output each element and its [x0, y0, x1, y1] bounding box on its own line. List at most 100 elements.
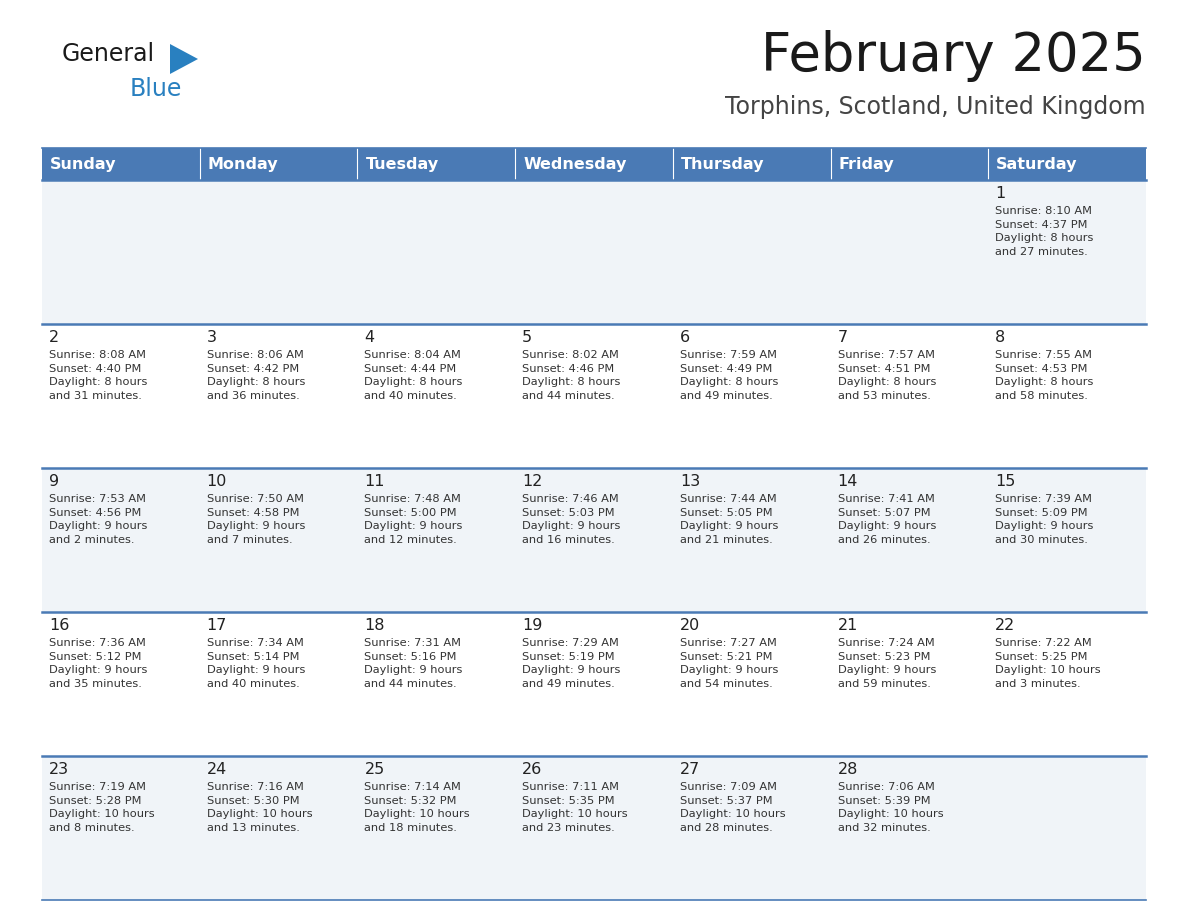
Text: Sunrise: 7:41 AM
Sunset: 5:07 PM
Daylight: 9 hours
and 26 minutes.: Sunrise: 7:41 AM Sunset: 5:07 PM Dayligh…: [838, 494, 936, 544]
Text: 7: 7: [838, 330, 848, 345]
Bar: [200, 468, 358, 612]
Text: Sunrise: 7:14 AM
Sunset: 5:32 PM
Daylight: 10 hours
and 18 minutes.: Sunrise: 7:14 AM Sunset: 5:32 PM Dayligh…: [365, 782, 470, 833]
Text: Sunrise: 8:06 AM
Sunset: 4:42 PM
Daylight: 8 hours
and 36 minutes.: Sunrise: 8:06 AM Sunset: 4:42 PM Dayligh…: [207, 350, 305, 401]
Bar: [516, 756, 672, 900]
Text: Sunrise: 7:39 AM
Sunset: 5:09 PM
Daylight: 9 hours
and 30 minutes.: Sunrise: 7:39 AM Sunset: 5:09 PM Dayligh…: [996, 494, 1094, 544]
Bar: [988, 324, 1146, 468]
Bar: [830, 468, 988, 612]
Text: Sunrise: 7:57 AM
Sunset: 4:51 PM
Daylight: 8 hours
and 53 minutes.: Sunrise: 7:57 AM Sunset: 4:51 PM Dayligh…: [838, 350, 936, 401]
Text: Sunrise: 7:31 AM
Sunset: 5:16 PM
Daylight: 9 hours
and 44 minutes.: Sunrise: 7:31 AM Sunset: 5:16 PM Dayligh…: [365, 638, 463, 688]
Bar: [830, 612, 988, 756]
Bar: [358, 180, 516, 324]
Text: 4: 4: [365, 330, 374, 345]
Bar: [988, 612, 1146, 756]
Text: 19: 19: [523, 618, 543, 633]
Bar: [988, 756, 1146, 900]
Bar: [358, 148, 516, 180]
Bar: [672, 756, 830, 900]
Polygon shape: [170, 44, 198, 74]
Text: Sunrise: 7:06 AM
Sunset: 5:39 PM
Daylight: 10 hours
and 32 minutes.: Sunrise: 7:06 AM Sunset: 5:39 PM Dayligh…: [838, 782, 943, 833]
Bar: [358, 756, 516, 900]
Text: Friday: Friday: [839, 156, 895, 172]
Text: 25: 25: [365, 762, 385, 777]
Text: Sunrise: 7:09 AM
Sunset: 5:37 PM
Daylight: 10 hours
and 28 minutes.: Sunrise: 7:09 AM Sunset: 5:37 PM Dayligh…: [680, 782, 785, 833]
Bar: [672, 180, 830, 324]
Text: Sunrise: 7:11 AM
Sunset: 5:35 PM
Daylight: 10 hours
and 23 minutes.: Sunrise: 7:11 AM Sunset: 5:35 PM Dayligh…: [523, 782, 627, 833]
Bar: [830, 324, 988, 468]
Text: 24: 24: [207, 762, 227, 777]
Text: Sunrise: 7:24 AM
Sunset: 5:23 PM
Daylight: 9 hours
and 59 minutes.: Sunrise: 7:24 AM Sunset: 5:23 PM Dayligh…: [838, 638, 936, 688]
Text: 3: 3: [207, 330, 216, 345]
Text: General: General: [62, 42, 156, 66]
Bar: [200, 756, 358, 900]
Bar: [42, 756, 200, 900]
Bar: [42, 148, 200, 180]
Text: 15: 15: [996, 474, 1016, 489]
Text: Sunrise: 7:29 AM
Sunset: 5:19 PM
Daylight: 9 hours
and 49 minutes.: Sunrise: 7:29 AM Sunset: 5:19 PM Dayligh…: [523, 638, 620, 688]
Bar: [988, 148, 1146, 180]
Bar: [830, 180, 988, 324]
Text: 8: 8: [996, 330, 1005, 345]
Text: 12: 12: [523, 474, 543, 489]
Text: 11: 11: [365, 474, 385, 489]
Text: Sunrise: 7:34 AM
Sunset: 5:14 PM
Daylight: 9 hours
and 40 minutes.: Sunrise: 7:34 AM Sunset: 5:14 PM Dayligh…: [207, 638, 305, 688]
Bar: [516, 180, 672, 324]
Bar: [672, 148, 830, 180]
Bar: [358, 468, 516, 612]
Text: 9: 9: [49, 474, 59, 489]
Text: 10: 10: [207, 474, 227, 489]
Text: Sunrise: 7:59 AM
Sunset: 4:49 PM
Daylight: 8 hours
and 49 minutes.: Sunrise: 7:59 AM Sunset: 4:49 PM Dayligh…: [680, 350, 778, 401]
Text: 18: 18: [365, 618, 385, 633]
Text: Sunrise: 7:46 AM
Sunset: 5:03 PM
Daylight: 9 hours
and 16 minutes.: Sunrise: 7:46 AM Sunset: 5:03 PM Dayligh…: [523, 494, 620, 544]
Bar: [42, 180, 200, 324]
Text: Torphins, Scotland, United Kingdom: Torphins, Scotland, United Kingdom: [726, 95, 1146, 119]
Bar: [830, 756, 988, 900]
Bar: [42, 468, 200, 612]
Text: Sunrise: 8:04 AM
Sunset: 4:44 PM
Daylight: 8 hours
and 40 minutes.: Sunrise: 8:04 AM Sunset: 4:44 PM Dayligh…: [365, 350, 463, 401]
Bar: [200, 148, 358, 180]
Text: 13: 13: [680, 474, 700, 489]
Text: Sunrise: 7:36 AM
Sunset: 5:12 PM
Daylight: 9 hours
and 35 minutes.: Sunrise: 7:36 AM Sunset: 5:12 PM Dayligh…: [49, 638, 147, 688]
Text: Tuesday: Tuesday: [366, 156, 438, 172]
Text: Wednesday: Wednesday: [523, 156, 626, 172]
Text: Thursday: Thursday: [681, 156, 764, 172]
Text: Sunrise: 7:50 AM
Sunset: 4:58 PM
Daylight: 9 hours
and 7 minutes.: Sunrise: 7:50 AM Sunset: 4:58 PM Dayligh…: [207, 494, 305, 544]
Text: 26: 26: [523, 762, 543, 777]
Text: Sunrise: 7:48 AM
Sunset: 5:00 PM
Daylight: 9 hours
and 12 minutes.: Sunrise: 7:48 AM Sunset: 5:00 PM Dayligh…: [365, 494, 463, 544]
Bar: [516, 324, 672, 468]
Bar: [830, 148, 988, 180]
Text: Sunrise: 7:22 AM
Sunset: 5:25 PM
Daylight: 10 hours
and 3 minutes.: Sunrise: 7:22 AM Sunset: 5:25 PM Dayligh…: [996, 638, 1101, 688]
Text: Sunrise: 8:08 AM
Sunset: 4:40 PM
Daylight: 8 hours
and 31 minutes.: Sunrise: 8:08 AM Sunset: 4:40 PM Dayligh…: [49, 350, 147, 401]
Text: Monday: Monday: [208, 156, 278, 172]
Text: 5: 5: [523, 330, 532, 345]
Text: 16: 16: [49, 618, 69, 633]
Bar: [988, 468, 1146, 612]
Bar: [516, 148, 672, 180]
Bar: [988, 180, 1146, 324]
Text: 14: 14: [838, 474, 858, 489]
Bar: [42, 612, 200, 756]
Bar: [200, 180, 358, 324]
Text: 1: 1: [996, 186, 1005, 201]
Bar: [200, 612, 358, 756]
Text: Sunrise: 7:53 AM
Sunset: 4:56 PM
Daylight: 9 hours
and 2 minutes.: Sunrise: 7:53 AM Sunset: 4:56 PM Dayligh…: [49, 494, 147, 544]
Text: 22: 22: [996, 618, 1016, 633]
Text: 2: 2: [49, 330, 59, 345]
Text: 23: 23: [49, 762, 69, 777]
Bar: [42, 324, 200, 468]
Text: Sunrise: 7:44 AM
Sunset: 5:05 PM
Daylight: 9 hours
and 21 minutes.: Sunrise: 7:44 AM Sunset: 5:05 PM Dayligh…: [680, 494, 778, 544]
Bar: [672, 324, 830, 468]
Text: 21: 21: [838, 618, 858, 633]
Text: Blue: Blue: [129, 77, 183, 101]
Text: 27: 27: [680, 762, 700, 777]
Text: Sunrise: 7:19 AM
Sunset: 5:28 PM
Daylight: 10 hours
and 8 minutes.: Sunrise: 7:19 AM Sunset: 5:28 PM Dayligh…: [49, 782, 154, 833]
Bar: [516, 612, 672, 756]
Bar: [516, 468, 672, 612]
Text: Sunrise: 7:27 AM
Sunset: 5:21 PM
Daylight: 9 hours
and 54 minutes.: Sunrise: 7:27 AM Sunset: 5:21 PM Dayligh…: [680, 638, 778, 688]
Text: Sunrise: 8:02 AM
Sunset: 4:46 PM
Daylight: 8 hours
and 44 minutes.: Sunrise: 8:02 AM Sunset: 4:46 PM Dayligh…: [523, 350, 620, 401]
Text: Sunrise: 7:55 AM
Sunset: 4:53 PM
Daylight: 8 hours
and 58 minutes.: Sunrise: 7:55 AM Sunset: 4:53 PM Dayligh…: [996, 350, 1094, 401]
Bar: [672, 468, 830, 612]
Bar: [358, 612, 516, 756]
Text: Sunrise: 8:10 AM
Sunset: 4:37 PM
Daylight: 8 hours
and 27 minutes.: Sunrise: 8:10 AM Sunset: 4:37 PM Dayligh…: [996, 206, 1094, 257]
Text: Sunrise: 7:16 AM
Sunset: 5:30 PM
Daylight: 10 hours
and 13 minutes.: Sunrise: 7:16 AM Sunset: 5:30 PM Dayligh…: [207, 782, 312, 833]
